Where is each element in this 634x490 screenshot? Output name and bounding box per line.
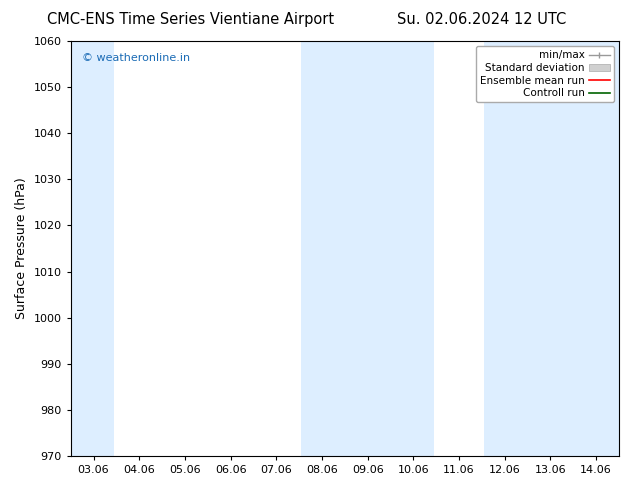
Text: CMC-ENS Time Series Vientiane Airport: CMC-ENS Time Series Vientiane Airport [47, 12, 333, 27]
Bar [71, 41, 114, 456]
Y-axis label: Surface Pressure (hPa): Surface Pressure (hPa) [15, 178, 28, 319]
Legend: min/max, Standard deviation, Ensemble mean run, Controll run: min/max, Standard deviation, Ensemble me… [476, 46, 614, 102]
Bar [301, 41, 434, 456]
Text: © weatheronline.in: © weatheronline.in [82, 53, 190, 64]
Text: Su. 02.06.2024 12 UTC: Su. 02.06.2024 12 UTC [398, 12, 566, 27]
Bar [484, 41, 619, 456]
